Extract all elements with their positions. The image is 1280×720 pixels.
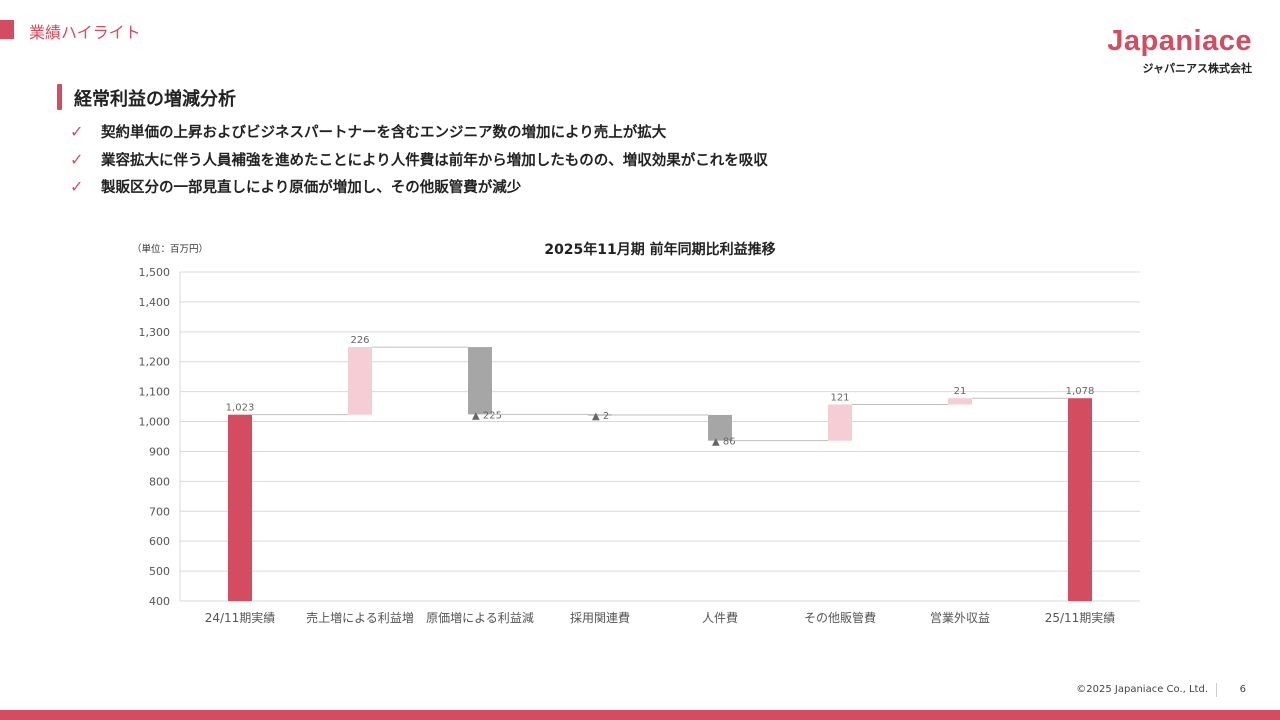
chart-title: 2025年11月期 前年同期比利益推移 xyxy=(544,241,775,258)
y-tick-label: 1,100 xyxy=(139,386,171,399)
copyright-text: ©2025 Japaniace Co., Ltd. xyxy=(1076,684,1208,695)
bar-increase xyxy=(828,404,852,441)
category-label: その他販管費 xyxy=(804,610,876,625)
bar-decrease xyxy=(588,414,612,416)
bullet-item: ✓ 業容拡大に伴う人員補強を進めたことにより人件費は前年から増加したものの、増収… xyxy=(70,146,768,174)
bullet-item: ✓ 製販区分の一部見直しにより原価が増加し、その他販管費が減少 xyxy=(70,173,768,201)
y-tick-label: 500 xyxy=(149,565,170,578)
y-tick-label: 1,000 xyxy=(139,416,171,429)
section-marker xyxy=(0,20,14,39)
y-tick-label: 1,400 xyxy=(139,296,171,309)
waterfall-chart: 2025年11月期 前年同期比利益推移 （単位：百万円） 400 500 600 700 8… xyxy=(132,241,1140,625)
category-label: 原価増による利益減 xyxy=(426,610,534,625)
data-label: 1,023 xyxy=(226,403,255,414)
check-icon: ✓ xyxy=(70,149,84,169)
page-title: 経常利益の増減分析 xyxy=(74,89,236,110)
check-icon: ✓ xyxy=(70,122,84,142)
category-label: 売上増による利益増 xyxy=(306,610,414,625)
y-tick-label: 900 xyxy=(149,445,170,458)
data-label: ▲ 86 xyxy=(712,437,736,448)
section-label: 業績ハイライト xyxy=(29,23,141,42)
data-label: 121 xyxy=(830,392,849,403)
bar-total xyxy=(228,414,252,601)
bar-increase xyxy=(948,398,972,405)
data-label: 1,078 xyxy=(1066,386,1095,397)
company-logo: Japaniace ジャパニアス株式会社 xyxy=(1107,24,1252,76)
footer-divider xyxy=(1216,683,1217,697)
heading-marker xyxy=(57,84,62,110)
data-label: ▲ 225 xyxy=(472,410,502,421)
y-tick-label: 700 xyxy=(149,505,170,518)
bullet-item: ✓ 契約単価の上昇およびビジネスパートナーを含むエンジニア数の増加により売上が拡… xyxy=(70,118,768,146)
data-label: 226 xyxy=(350,335,369,346)
category-label: 24/11期実績 xyxy=(205,610,276,625)
category-label: 25/11期実績 xyxy=(1045,610,1116,625)
category-label: 採用関連費 xyxy=(570,610,630,625)
y-tick-label: 1,200 xyxy=(139,356,171,369)
logo-company-name: ジャパニアス株式会社 xyxy=(1142,62,1252,75)
bullet-text: 契約単価の上昇およびビジネスパートナーを含むエンジニア数の増加により売上が拡大 xyxy=(101,125,667,142)
logo-wordmark: Japaniace xyxy=(1107,25,1252,57)
bullet-text: 業容拡大に伴う人員補強を進めたことにより人件費は前年から増加したものの、増収効果… xyxy=(101,152,768,169)
y-tick-label: 600 xyxy=(149,535,170,548)
data-label: 21 xyxy=(954,386,967,397)
bar-decrease xyxy=(708,414,732,441)
check-icon: ✓ xyxy=(70,177,84,197)
y-tick-label: 400 xyxy=(149,595,170,608)
category-label: 人件費 xyxy=(702,610,738,625)
category-label: 営業外収益 xyxy=(930,611,990,625)
bar-total xyxy=(1068,398,1092,601)
y-tick-label: 1,300 xyxy=(139,326,171,339)
bar-decrease xyxy=(468,347,492,415)
bar-increase xyxy=(348,347,372,415)
bullet-text: 製販区分の一部見直しにより原価が増加し、その他販管費が減少 xyxy=(101,180,522,197)
chart-unit-label: （単位：百万円） xyxy=(132,243,208,255)
y-tick-label: 800 xyxy=(149,475,170,488)
bottom-accent-bar xyxy=(0,710,1280,720)
bullet-list: ✓ 契約単価の上昇およびビジネスパートナーを含むエンジニア数の増加により売上が拡… xyxy=(70,118,768,201)
y-tick-label: 1,500 xyxy=(139,266,171,279)
page-number: 6 xyxy=(1239,684,1246,695)
data-label: ▲ 2 xyxy=(592,411,609,422)
